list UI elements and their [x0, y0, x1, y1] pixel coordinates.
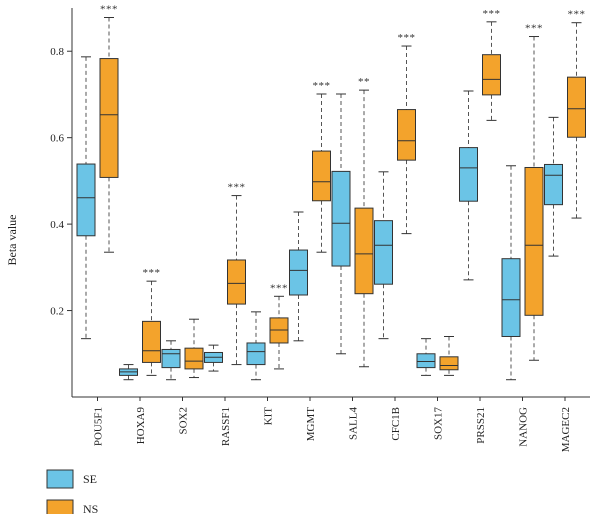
box-iqr: [161, 348, 181, 369]
x-tick-label: POU5F1: [93, 407, 105, 446]
box-iqr: [544, 163, 563, 206]
box-iqr: [567, 76, 586, 138]
box-ns-cfc1b: [397, 45, 416, 235]
box-ns-hoxa9: [142, 280, 161, 376]
box-se-hoxa9: [119, 364, 138, 381]
box-se-nanog: [501, 165, 521, 381]
x-tick-label: MAGEC2: [560, 407, 572, 452]
box-ns-magec2: [567, 22, 586, 219]
box-iqr: [501, 258, 521, 337]
box-se-pou5f1: [76, 56, 96, 340]
axes: 0.2 0.4 0.6 0.8: [50, 8, 590, 401]
box-iqr: [524, 166, 544, 316]
box-se-cfc1b: [374, 171, 393, 340]
box-iqr: [482, 54, 501, 96]
y-axis-title: Beta value: [5, 215, 19, 266]
x-tick-label: HOXA9: [135, 407, 147, 445]
x-tick-label: KIT: [263, 407, 275, 426]
box-iqr: [374, 220, 393, 285]
box-ns-nanog: [524, 36, 544, 361]
significance-marker: ***: [143, 267, 161, 279]
box-se-kit: [246, 311, 266, 381]
significance-marker: ***: [525, 23, 543, 35]
y-tick-label: 0.8: [50, 46, 64, 58]
box-iqr: [397, 109, 416, 161]
box-ns-prss21: [482, 21, 501, 121]
x-tick-label: RASSF1: [220, 407, 232, 446]
box-iqr: [416, 353, 436, 369]
box-ns-rassf1: [227, 195, 246, 366]
y-tick-label: 0.6: [50, 133, 64, 145]
x-tick-label: SOX17: [433, 407, 445, 441]
box-iqr: [312, 150, 331, 202]
significance-marker: ***: [100, 4, 118, 16]
significance-marker: ***: [313, 80, 331, 92]
box-se-prss21: [459, 90, 478, 281]
box-iqr: [331, 170, 351, 267]
box-ns-kit: [269, 295, 289, 370]
box-se-sox2: [161, 340, 181, 381]
significance-marker: ***: [483, 8, 501, 20]
box-se-mgmt: [289, 211, 308, 342]
significance-marker: ***: [568, 9, 586, 21]
significance-marker: **: [358, 76, 370, 88]
significance-marker: ***: [270, 282, 288, 294]
legend-label-se: SE: [83, 472, 97, 486]
box-ns-sox17: [439, 335, 459, 376]
x-tick-label: PRSS21: [475, 407, 487, 444]
box-iqr: [227, 259, 246, 305]
box-iqr: [354, 207, 374, 295]
legend-swatch-ns: [46, 499, 74, 514]
box-ns-sox2: [184, 318, 204, 379]
box-se-magec2: [544, 116, 563, 257]
box-series: [76, 17, 586, 381]
y-tick-label: 0.4: [50, 219, 64, 231]
legend: SE NS: [46, 469, 98, 514]
box-se-rassf1: [204, 344, 223, 372]
box-iqr: [246, 342, 266, 366]
box-se-sox17: [416, 338, 436, 376]
axis-labels: Beta value *** POU5F1 *** HOXA9 SOX2 *** RASSF1…: [5, 4, 586, 453]
x-tick-label: CFC1B: [390, 407, 402, 441]
box-ns-mgmt: [312, 93, 331, 253]
legend-swatch-se: [46, 469, 74, 489]
box-iqr: [142, 320, 161, 363]
legend-label-ns: NS: [83, 502, 98, 514]
x-tick-label: SOX2: [178, 407, 190, 435]
x-tick-label: MGMT: [305, 407, 317, 442]
significance-marker: ***: [228, 182, 246, 194]
box-iqr: [99, 58, 119, 178]
box-ns-sall4: [354, 89, 374, 368]
box-iqr: [439, 356, 459, 371]
y-tick-label: 0.2: [50, 306, 64, 318]
x-tick-label: NANOG: [518, 407, 530, 447]
box-iqr: [184, 347, 204, 370]
box-iqr: [76, 163, 96, 237]
box-iqr: [459, 147, 478, 202]
box-se-sall4: [331, 93, 351, 355]
box-ns-pou5f1: [99, 17, 119, 253]
significance-marker: ***: [398, 32, 416, 44]
x-tick-label: SALL4: [348, 407, 360, 441]
box-iqr: [289, 249, 308, 296]
